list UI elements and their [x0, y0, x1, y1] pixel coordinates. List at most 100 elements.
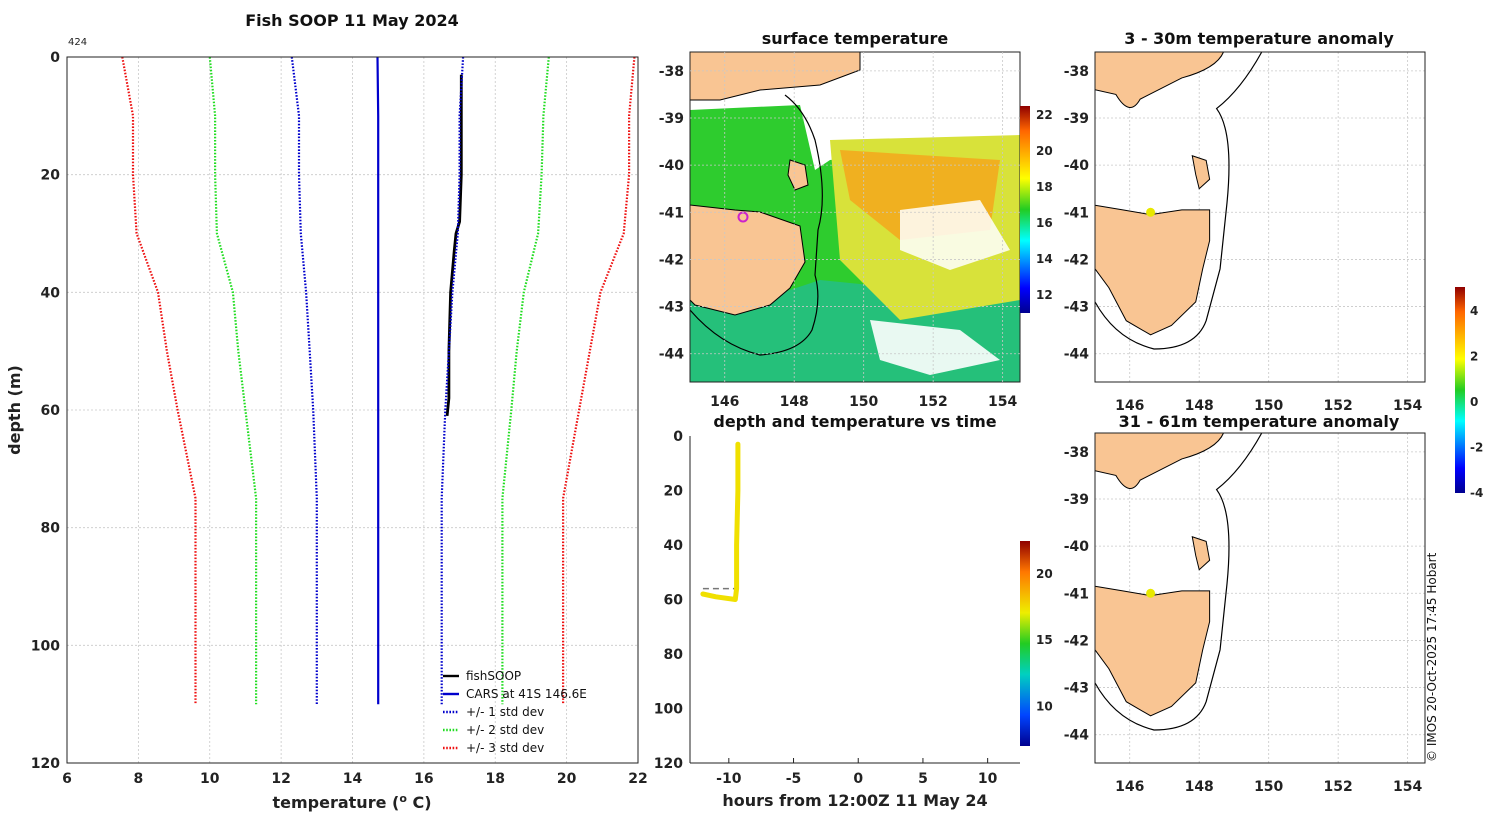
- map-xtick-label: 150: [849, 394, 878, 410]
- depth-time-xlabel: hours from 12:00Z 11 May 24: [722, 791, 987, 810]
- time-ytick-label: 0: [673, 429, 683, 445]
- profile-line-fishsoop: [445, 74, 463, 417]
- profile-line--3-std-dev-upper: [561, 56, 636, 705]
- map-ytick-label: -40: [659, 158, 685, 174]
- time-xtick-label: 0: [853, 771, 863, 787]
- map-xtick-label: 154: [1393, 398, 1422, 414]
- profile-line-cars-at-41s-146-6e: [376, 56, 380, 705]
- map-ytick-label: -41: [1064, 205, 1089, 221]
- sst-colorbar-ticks: 12 14 16 18 20 22: [1036, 108, 1053, 302]
- depth-time-colorbar-ticks: 10 15 20: [1036, 567, 1053, 713]
- map-ytick-label: -43: [1064, 681, 1089, 697]
- mainland-landmass: [1094, 432, 1225, 489]
- anomaly-colorbar-label: 2: [1470, 350, 1478, 364]
- depth-time-track: [700, 441, 741, 602]
- shelf-break-contour: [1094, 51, 1263, 350]
- sst-colorbar-label: 12: [1036, 288, 1053, 302]
- flinders-island: [1191, 154, 1211, 190]
- mainland-landmass: [1094, 51, 1225, 108]
- profile-xtick-label: 10: [200, 771, 220, 787]
- profile-annotation: 424: [68, 37, 87, 48]
- map-xtick-label: 154: [1393, 779, 1422, 795]
- map-ytick-label: -44: [659, 347, 685, 363]
- profile-title: Fish SOOP 11 May 2024: [245, 11, 459, 30]
- map-xtick-label: 148: [780, 394, 809, 410]
- time-ytick-label: 60: [664, 593, 684, 609]
- time-colorbar-label: 10: [1036, 699, 1053, 713]
- legend-label: fishSOOP: [466, 669, 521, 683]
- anomaly-deep-title: 31 - 61m temperature anomaly: [1119, 412, 1400, 431]
- map-ytick-label: -44: [1064, 347, 1090, 363]
- profile-ytick-label: 80: [41, 521, 61, 537]
- map-ytick-label: -42: [659, 252, 684, 268]
- time-colorbar-label: 20: [1036, 567, 1053, 581]
- profile-legend: fishSOOP CARS at 41S 146.6E +/- 1 std dev +…: [443, 669, 587, 755]
- sst-ticks: 146 148 150 152 154 -38 -39 -40 -41 -42 -43 -44: [659, 52, 1020, 410]
- depth-time-series: [700, 441, 741, 602]
- shelf-break-contour: [1094, 432, 1263, 731]
- depth-time-chart: depth and temperature vs time -10 -5 0 5 100…: [654, 412, 1053, 810]
- sst-colorbar-label: 22: [1036, 108, 1053, 122]
- profile-ytick-label: 0: [50, 50, 60, 66]
- profile-xtick-label: 14: [343, 771, 363, 787]
- profile-xtick-label: 12: [271, 771, 290, 787]
- anomaly-colorbar-label: -4: [1470, 486, 1483, 500]
- anomaly-frame: [1094, 432, 1426, 764]
- profile-xtick-label: 16: [414, 771, 433, 787]
- map-xtick-label: 150: [1254, 779, 1283, 795]
- map-xtick-label: 146: [1115, 398, 1144, 414]
- time-colorbar-label: 15: [1036, 633, 1053, 647]
- map-ytick-label: -38: [659, 64, 684, 80]
- profile-ylabel: depth (m): [5, 365, 24, 455]
- anomaly-shallow-title: 3 - 30m temperature anomaly: [1124, 29, 1394, 48]
- tasmania-landmass: [1094, 585, 1211, 717]
- map-xtick-label: 150: [1254, 398, 1283, 414]
- map-xtick-label: 146: [1115, 779, 1144, 795]
- map-ytick-label: -40: [1064, 158, 1090, 174]
- legend-label: CARS at 41S 146.6E: [466, 687, 587, 701]
- profile-line--3-std-dev: [121, 56, 197, 705]
- map-xtick-label: 146: [710, 394, 739, 410]
- time-ytick-label: 20: [664, 484, 684, 500]
- map-ytick-label: -39: [1064, 111, 1089, 127]
- anomaly-map-shallow: 3 - 30m temperature anomaly 146 148 150 152…: [1064, 29, 1426, 414]
- depth-time-colorbar: [1020, 541, 1030, 746]
- time-ytick-label: 40: [664, 538, 684, 554]
- map-xtick-label: 152: [919, 394, 948, 410]
- sst-colorbar-label: 14: [1036, 252, 1053, 266]
- sst-colorbar: [1020, 106, 1030, 313]
- map-ytick-label: -43: [659, 300, 684, 316]
- profile-xtick-label: 6: [62, 771, 72, 787]
- time-xtick-label: 10: [978, 771, 998, 787]
- anomaly-location-marker: [1146, 207, 1156, 217]
- depth-time-title: depth and temperature vs time: [713, 412, 996, 431]
- profile-xtick-label: 22: [628, 771, 647, 787]
- anomaly-colorbar-ticks: 4 2 0 -2 -4: [1470, 304, 1483, 500]
- map-xtick-label: 148: [1185, 779, 1214, 795]
- map-xtick-label: 154: [988, 394, 1017, 410]
- anomaly-location-marker: [1146, 588, 1156, 598]
- map-ytick-label: -43: [1064, 300, 1089, 316]
- map-ytick-label: -42: [1064, 633, 1089, 649]
- map-xtick-label: 152: [1324, 779, 1353, 795]
- time-xtick-label: -10: [716, 771, 742, 787]
- profile-ticks: 6 8 10 12 14 16 18 20 22 0 20 40 60 80 100 120: [31, 50, 648, 787]
- anomaly-frame: [1094, 51, 1426, 383]
- flinders-island: [1191, 535, 1211, 571]
- anomaly-colorbar-label: -2: [1470, 441, 1483, 455]
- profile-ytick-label: 120: [31, 756, 60, 772]
- profile-ytick-label: 40: [41, 285, 61, 301]
- profile-chart: Fish SOOP 11 May 2024 424 6 8 10 12 14 16 18 20…: [5, 11, 648, 812]
- map-ytick-label: -39: [659, 111, 684, 127]
- profile-line--1-std-dev: [290, 56, 318, 705]
- legend-label: +/- 1 std dev: [466, 705, 544, 719]
- map-ytick-label: -38: [1064, 64, 1089, 80]
- profile-line--2-std-dev: [208, 56, 258, 705]
- map-xtick-label: 148: [1185, 398, 1214, 414]
- profile-xtick-label: 20: [557, 771, 577, 787]
- sst-map: surface temperature 146 148 150 152 154 -38 -3…: [659, 29, 1053, 410]
- anomaly-colorbar-label: 4: [1470, 304, 1478, 318]
- time-xtick-label: -5: [786, 771, 802, 787]
- credit-text: © IMOS 20-Oct-2025 17:45 Hobart: [1425, 552, 1439, 762]
